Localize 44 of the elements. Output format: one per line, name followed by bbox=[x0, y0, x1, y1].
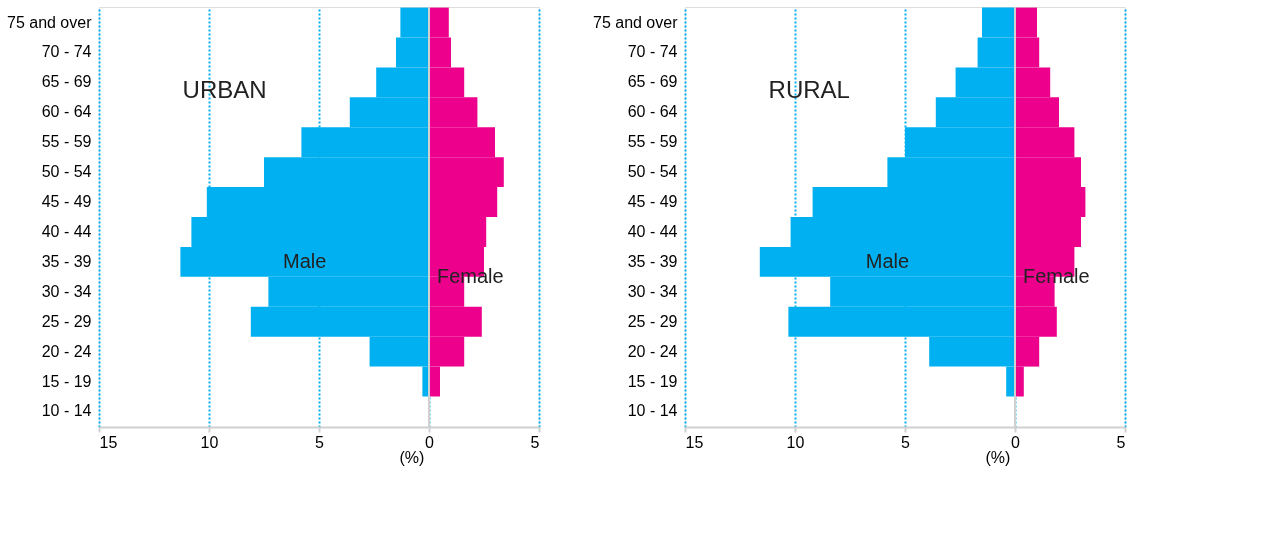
y-tick-label: 50 - 54 bbox=[627, 163, 678, 181]
x-tick-label: 10 bbox=[786, 433, 805, 451]
y-tick-label: 20 - 24 bbox=[627, 342, 678, 360]
y-tick-label: 30 - 34 bbox=[627, 282, 678, 300]
y-tick-label: 30 - 34 bbox=[41, 282, 92, 300]
y-tick-label: 70 - 74 bbox=[41, 43, 92, 61]
y-tick-label: 65 - 69 bbox=[627, 73, 678, 91]
text: RURAL bbox=[768, 76, 850, 103]
y-tick-label: 15 - 19 bbox=[627, 372, 678, 390]
x-tick-label: 0 bbox=[425, 433, 435, 451]
y-tick-label: 45 - 49 bbox=[627, 193, 678, 211]
x-tick-label: 0 bbox=[1011, 433, 1021, 451]
y-tick-label: 40 - 44 bbox=[627, 222, 678, 240]
x-axis-title: (%) bbox=[399, 448, 425, 466]
y-tick-label: 35 - 39 bbox=[41, 252, 92, 270]
y-tick-label: 20 - 24 bbox=[41, 342, 92, 360]
y-tick-label: 35 - 39 bbox=[627, 252, 678, 270]
x-tick-label: 15 bbox=[685, 433, 704, 451]
x-axis-title: (%) bbox=[985, 448, 1011, 466]
y-tick-label: 60 - 64 bbox=[41, 103, 92, 121]
y-tick-label: 15 - 19 bbox=[41, 372, 92, 390]
y-tick-label: 65 - 69 bbox=[41, 73, 92, 91]
y-tick-label: 10 - 14 bbox=[41, 402, 92, 420]
text: URBAN bbox=[182, 76, 267, 103]
y-tick-label: 50 - 54 bbox=[41, 163, 92, 181]
x-tick-label: 5 bbox=[315, 433, 325, 451]
y-tick-label: 10 - 14 bbox=[627, 402, 678, 420]
x-tick-label: 10 bbox=[200, 433, 219, 451]
y-tick-label: 55 - 59 bbox=[41, 133, 92, 151]
y-tick-label: 55 - 59 bbox=[627, 133, 678, 151]
y-tick-label: 60 - 64 bbox=[627, 103, 678, 121]
x-tick-label: 5 bbox=[1116, 433, 1126, 451]
y-tick-label: 40 - 44 bbox=[41, 222, 92, 240]
y-tick-label: 25 - 29 bbox=[627, 312, 678, 330]
y-tick-label: 25 - 29 bbox=[41, 312, 92, 330]
x-tick-label: 15 bbox=[99, 433, 118, 451]
series-label: Male bbox=[283, 250, 327, 272]
x-tick-label: 5 bbox=[530, 433, 540, 451]
y-tick-label: 75 and over bbox=[6, 13, 93, 31]
y-tick-label: 70 - 74 bbox=[627, 43, 678, 61]
y-tick-label: 45 - 49 bbox=[41, 193, 92, 211]
series-label: Male bbox=[865, 250, 910, 272]
y-tick-label: 75 and over bbox=[592, 13, 679, 31]
x-tick-label: 5 bbox=[901, 433, 911, 451]
